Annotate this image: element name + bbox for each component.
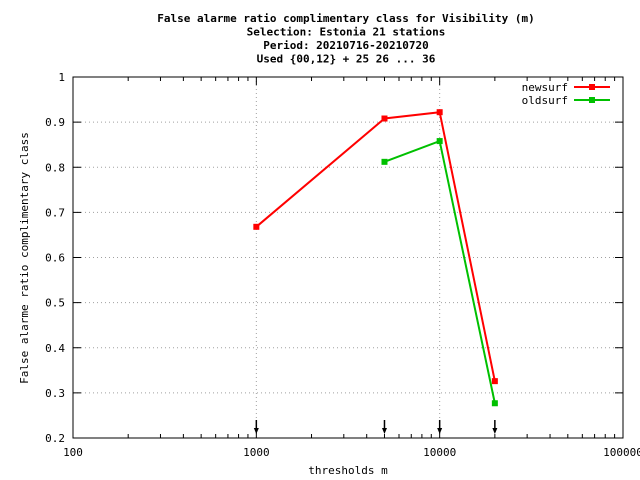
data-point-newsurf [491, 378, 498, 385]
data-point-oldsurf [381, 158, 388, 165]
x-axis: 100 1000 10000 100000 [63, 77, 640, 459]
data-point-newsurf [253, 223, 260, 230]
series [253, 109, 498, 407]
threshold-markers [253, 420, 498, 434]
series-line-newsurf [255, 111, 496, 382]
y-tick-label: 0.6 [45, 252, 65, 265]
legend-label: oldsurf [522, 94, 568, 107]
data-point-newsurf [436, 109, 443, 116]
threshold-arrow-head [253, 428, 259, 434]
data-point-newsurf [381, 115, 388, 122]
title-line: Used {00,12} + 25 26 ... 36 [257, 53, 436, 66]
threshold-arrow-head [381, 428, 387, 434]
series-line-oldsurf [384, 139, 496, 404]
y-tick-label: 0.7 [45, 206, 65, 219]
chart-title: False alarme ratio complimentary class f… [157, 12, 535, 66]
threshold-arrow-head [437, 428, 443, 434]
legend-swatch-marker [589, 97, 595, 103]
y-tick-label: 0.5 [45, 297, 65, 310]
title-line: Period: 20210716-20210720 [263, 39, 429, 52]
x-tick-label: 1000 [243, 446, 270, 459]
x-axis-label: thresholds m [308, 464, 388, 477]
y-tick-label: 0.9 [45, 116, 65, 129]
grid [73, 77, 623, 438]
x-tick-label: 100000 [603, 446, 640, 459]
plot-frame [72, 76, 624, 439]
y-axis-label: False alarme ratio complimentary class [18, 132, 31, 384]
data-point-oldsurf [491, 400, 498, 407]
y-tick-label: 1 [58, 71, 65, 84]
title-line: Selection: Estonia 21 stations [247, 26, 446, 39]
y-tick-label: 0.8 [45, 161, 65, 174]
y-tick-label: 0.4 [45, 342, 65, 355]
y-tick-label: 0.2 [45, 432, 65, 445]
legend-label: newsurf [522, 81, 568, 94]
x-tick-label: 100 [63, 446, 83, 459]
title-line: False alarme ratio complimentary class f… [157, 12, 535, 25]
y-axis: 0.2 0.3 0.4 0.5 0.6 0.7 0.8 0.9 1 [45, 71, 623, 445]
threshold-arrow-head [492, 428, 498, 434]
x-tick-label: 10000 [423, 446, 456, 459]
y-tick-label: 0.3 [45, 387, 65, 400]
data-point-oldsurf [436, 138, 443, 145]
legend-swatch-marker [589, 84, 595, 90]
